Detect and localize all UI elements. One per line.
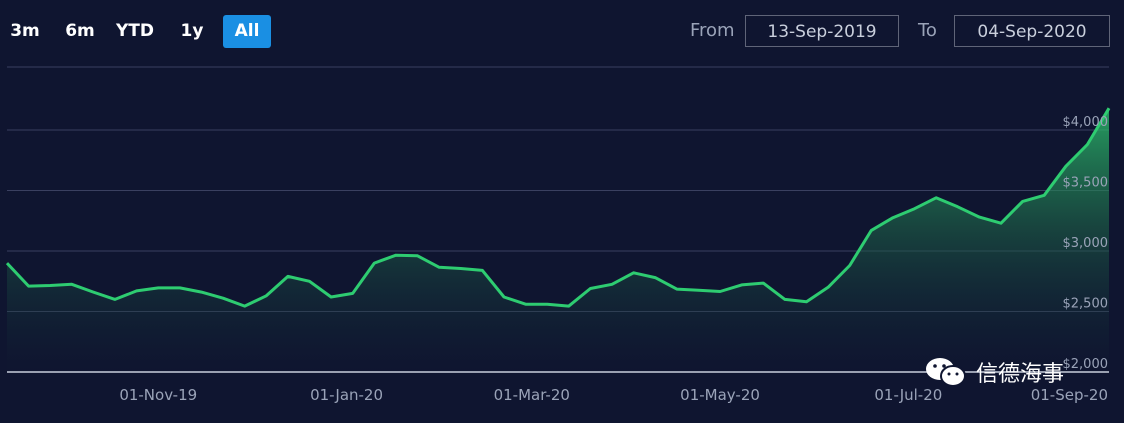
range-button-3m[interactable]: 3m <box>10 21 40 41</box>
y-tick-label: $4,000 <box>1063 115 1109 130</box>
x-tick-label: 01-Jan-20 <box>310 386 383 404</box>
range-button-1y[interactable]: 1y <box>180 21 204 41</box>
from-label: From <box>690 20 735 41</box>
to-label: To <box>918 20 937 41</box>
watermark-text: 信德海事 <box>976 362 1065 387</box>
x-tick-label: 01-Jul-20 <box>874 386 942 404</box>
watermark: 信德海事 <box>924 352 1064 392</box>
x-tick-label: 01-Mar-20 <box>494 386 570 404</box>
range-button-6m[interactable]: 6m <box>65 21 95 41</box>
x-tick-label: 01-Nov-19 <box>119 386 197 404</box>
y-tick-label: $3,000 <box>1063 236 1109 251</box>
y-tick-label: $2,500 <box>1063 297 1109 312</box>
from-date-input[interactable]: 13-Sep-2019 <box>745 15 899 47</box>
to-date-input[interactable]: 04-Sep-2020 <box>954 15 1110 47</box>
x-tick-label: 01-Sep-20 <box>1031 386 1108 404</box>
wechat-icon <box>924 355 968 389</box>
area-fill <box>7 108 1109 372</box>
range-button-all[interactable]: All <box>223 15 271 48</box>
y-tick-label: $2,000 <box>1063 357 1109 372</box>
x-tick-label: 01-May-20 <box>680 386 760 404</box>
price-line <box>5 107 1111 308</box>
range-button-ytd[interactable]: YTD <box>115 21 155 41</box>
y-tick-label: $3,500 <box>1063 176 1109 191</box>
